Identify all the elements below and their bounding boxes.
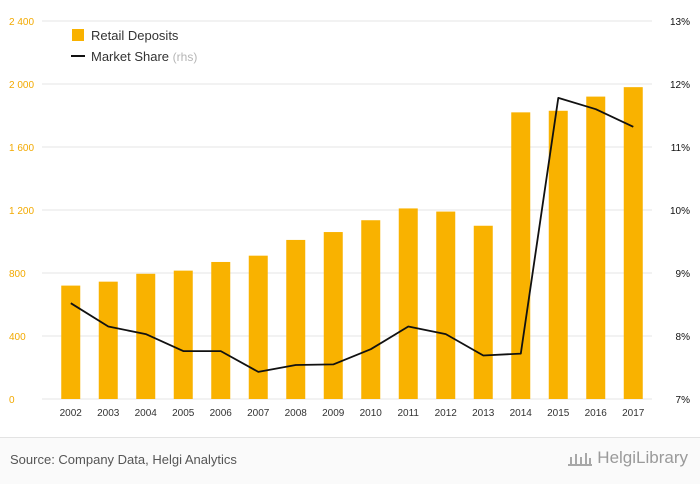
x-tick-label: 2009 bbox=[322, 408, 345, 419]
brand-logo[interactable]: HelgiLibrary bbox=[567, 448, 688, 468]
line-series bbox=[70, 97, 634, 373]
market-share-line bbox=[70, 97, 634, 373]
x-tick-label: 2010 bbox=[360, 408, 383, 419]
left-tick-label: 2 400 bbox=[9, 17, 34, 28]
x-tick-label: 2006 bbox=[210, 408, 233, 419]
right-tick-label: 7% bbox=[676, 395, 691, 406]
x-tick-label: 2004 bbox=[135, 408, 158, 419]
bar bbox=[548, 110, 568, 400]
bar bbox=[623, 87, 643, 400]
x-tick-label: 2008 bbox=[285, 408, 308, 419]
bar bbox=[323, 232, 343, 399]
legend-bar-swatch bbox=[72, 29, 84, 41]
bar bbox=[136, 273, 156, 399]
x-tick-label: 2015 bbox=[547, 408, 570, 419]
left-tick-label: 400 bbox=[9, 332, 26, 343]
legend-rhs-note: (rhs) bbox=[173, 50, 198, 64]
x-tick-label: 2007 bbox=[247, 408, 270, 419]
source-note: Source: Company Data, Helgi Analytics bbox=[10, 452, 237, 467]
brand-name: HelgiLibrary bbox=[597, 448, 688, 467]
right-tick-label: 12% bbox=[670, 80, 690, 91]
footer: Source: Company Data, Helgi Analytics He… bbox=[0, 437, 700, 484]
left-tick-label: 2 000 bbox=[9, 80, 34, 91]
right-tick-label: 11% bbox=[671, 143, 690, 154]
bar bbox=[586, 96, 606, 399]
right-tick-label: 13% bbox=[670, 17, 690, 28]
bar bbox=[173, 270, 193, 399]
right-axis: 7% 8% 9% 10% 11% 12% 13% bbox=[670, 17, 690, 406]
legend-bar-label: Retail Deposits bbox=[91, 28, 179, 43]
left-tick-label: 1 600 bbox=[9, 143, 34, 154]
bar bbox=[211, 261, 231, 399]
x-tick-label: 2002 bbox=[60, 408, 83, 419]
bar bbox=[98, 281, 118, 399]
bar bbox=[436, 211, 456, 399]
x-tick-label: 2003 bbox=[97, 408, 120, 419]
right-tick-label: 10% bbox=[670, 206, 690, 217]
right-tick-label: 9% bbox=[676, 269, 691, 280]
x-axis: 2002 2003 2004 2005 2006 2007 2008 2009 2010 2011… bbox=[60, 408, 645, 419]
legend: Retail Deposits Market Share (rhs) bbox=[71, 28, 197, 64]
left-tick-label: 1 200 bbox=[9, 206, 34, 217]
x-tick-label: 2017 bbox=[622, 408, 645, 419]
left-tick-label: 0 bbox=[9, 395, 15, 406]
left-tick-label: 800 bbox=[9, 269, 26, 280]
right-tick-label: 8% bbox=[676, 332, 691, 343]
x-tick-label: 2005 bbox=[172, 408, 195, 419]
bar-series bbox=[61, 87, 643, 400]
legend-line-label: Market Share (rhs) bbox=[91, 49, 197, 64]
bar bbox=[511, 112, 531, 399]
bar bbox=[248, 255, 268, 399]
bar bbox=[286, 239, 306, 399]
combo-chart: 0 400 800 1 200 1 600 2 000 2 400 7% 8% 9% 10% 11%… bbox=[9, 17, 690, 419]
x-tick-label: 2012 bbox=[435, 408, 458, 419]
bar bbox=[473, 225, 493, 399]
x-tick-label: 2011 bbox=[397, 408, 419, 419]
x-tick-label: 2014 bbox=[510, 408, 533, 419]
x-tick-label: 2013 bbox=[472, 408, 495, 419]
bar bbox=[398, 208, 418, 399]
left-axis: 0 400 800 1 200 1 600 2 000 2 400 bbox=[9, 17, 34, 406]
bar bbox=[61, 285, 81, 399]
library-building-icon bbox=[568, 453, 593, 466]
bar bbox=[361, 220, 381, 399]
x-tick-label: 2016 bbox=[585, 408, 608, 419]
